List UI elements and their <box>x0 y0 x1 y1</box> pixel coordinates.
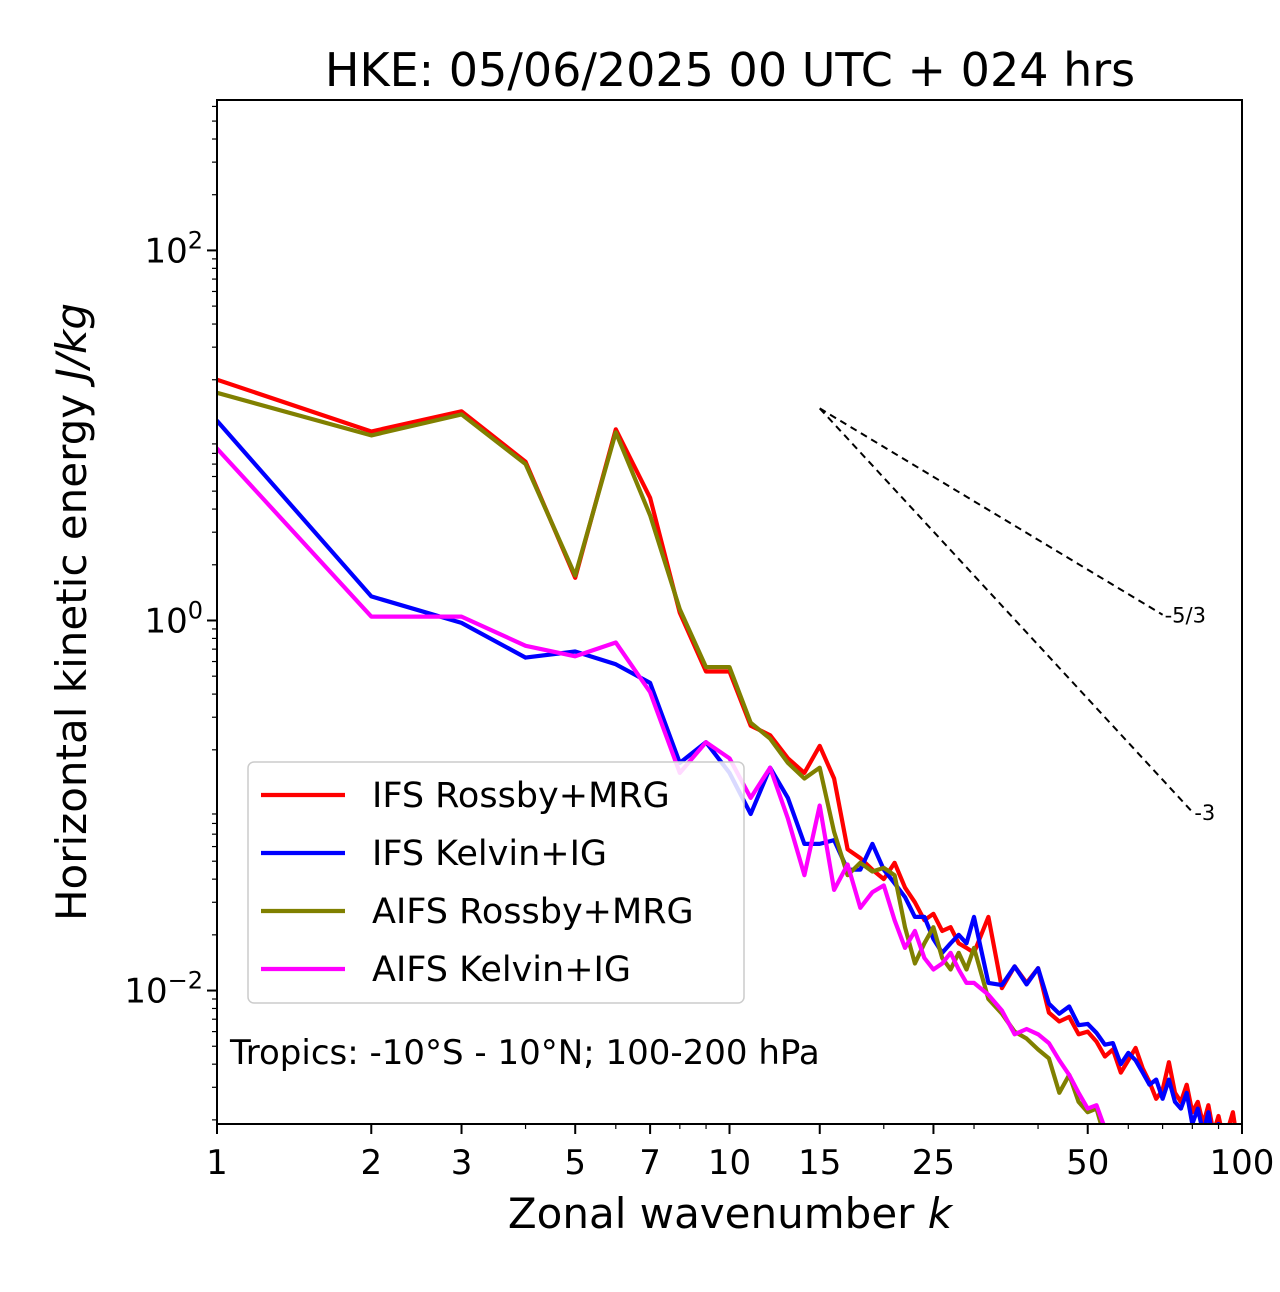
region-annotation: Tropics: -10°S - 10°N; 100-200 hPa <box>229 1033 820 1073</box>
axes: 1 2 3 5 7 10 15 25 50 100 10−2 100 102 <box>124 105 1275 1183</box>
series-layer <box>217 377 1237 1124</box>
legend-label: AIFS Rossby+MRG <box>372 892 694 932</box>
y-tick-label: 100 <box>144 596 203 641</box>
x-tick-label: 1 <box>206 1143 228 1183</box>
reference-label-2: -3 <box>1194 801 1215 825</box>
reference-slopes: -5/3 -3 <box>819 407 1215 825</box>
reference-line-1 <box>819 407 1164 616</box>
x-tick-label: 5 <box>564 1143 586 1183</box>
legend-label: AIFS Kelvin+IG <box>372 950 631 990</box>
y-tick-label: 102 <box>144 226 203 271</box>
legend-label: IFS Kelvin+IG <box>372 834 607 874</box>
x-tick-label: 3 <box>451 1143 473 1183</box>
y-tick-label: 10−2 <box>124 967 203 1012</box>
y-axis-label-text: Horizontal kinetic energy <box>47 394 96 921</box>
x-tick-label: 100 <box>1210 1143 1275 1183</box>
series-line-4 <box>217 446 1106 1124</box>
plot-frame <box>216 99 1243 1125</box>
x-tick-label: 10 <box>708 1143 751 1183</box>
x-axis-label-text: Zonal wavenumber <box>508 1189 915 1238</box>
series-line-3 <box>217 390 1104 1124</box>
x-tick-label: 15 <box>798 1143 841 1183</box>
x-tick-label: 25 <box>912 1143 955 1183</box>
x-tick-label: 2 <box>360 1143 382 1183</box>
reference-label-1: -5/3 <box>1165 604 1206 628</box>
x-axis-label-var: k <box>928 1189 954 1238</box>
x-tick-label: 50 <box>1066 1143 1109 1183</box>
series-line-2 <box>217 418 1221 1124</box>
y-axis-label: Horizontal kinetic energy J/kg <box>47 303 96 921</box>
legend-label: IFS Rossby+MRG <box>372 776 670 816</box>
legend: IFS Rossby+MRG IFS Kelvin+IG AIFS Rossby+M… <box>247 761 745 1004</box>
x-axis-label: Zonal wavenumber k <box>508 1189 954 1238</box>
x-tick-label: 7 <box>639 1143 661 1183</box>
chart-title: HKE: 05/06/2025 00 UTC + 024 hrs <box>325 43 1135 97</box>
y-axis-label-unit: J/kg <box>47 303 96 388</box>
legend-box <box>247 761 745 1004</box>
reference-line-2 <box>819 407 1194 813</box>
